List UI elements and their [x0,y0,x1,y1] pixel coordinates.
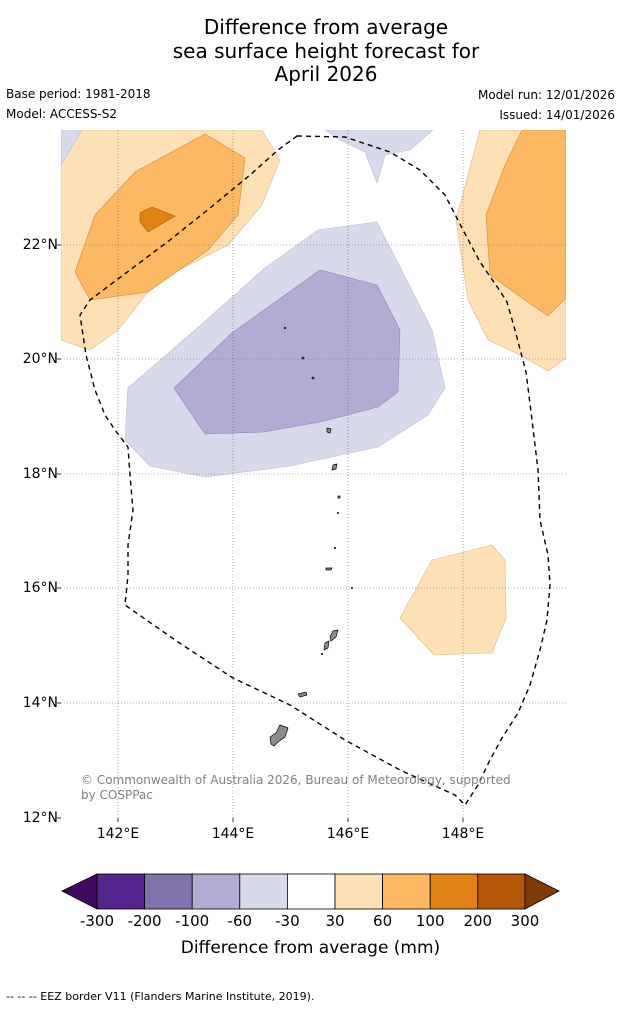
model-name: Model: ACCESS-S2 [6,107,118,121]
island-sarigan [333,546,337,550]
anomaly-neg60-neg100-central [173,269,401,435]
lon-label-142e: 142°E [96,826,140,842]
island-uracas [283,326,287,330]
colorbar-bin-4 [239,873,288,910]
lat-label-12n: 12°N [22,810,58,826]
colorbar-label-neg60: -60 [227,912,253,930]
graticule [61,130,566,818]
colorbar-label-neg200: -200 [127,912,162,930]
title-line-1: Difference from average [203,15,449,39]
islands [269,326,354,747]
lon-label-146e: 146°E [326,826,370,842]
colorbar-label-300: 300 [510,912,540,930]
island-farallon [350,586,354,590]
island-aguijan [320,652,324,656]
colorbar-bin-9 [477,873,526,910]
island-maug [311,376,315,380]
colorbar-bin-7 [382,873,431,910]
axis-ticks [57,244,464,822]
title-line-2: sea surface height forecast for [172,39,480,63]
eez-border [79,135,551,807]
anomaly-60-100-northeast [485,130,566,317]
island-rota [297,691,308,698]
colorbar-label-neg100: -100 [175,912,210,930]
island-pagan [331,463,338,471]
lat-label-16n: 16°N [22,580,58,596]
island-asuncion [301,356,305,360]
island-guam [269,724,289,747]
colorbar-bin-5 [286,873,336,910]
lat-label-14n: 14°N [22,695,58,711]
anomaly-neg30-neg60-corner [61,130,83,166]
island-anatahan [325,567,333,571]
colorbar-title: Difference from average (mm) [180,938,441,958]
map-plot-area [61,130,566,818]
island-alamagan [337,495,341,499]
colorbar-bin-2 [144,873,193,910]
colorbar-label-neg30: -30 [275,912,300,930]
lat-label-22n: 22°N [22,237,58,253]
issued-date: Issued: 14/01/2026 [499,108,615,122]
colorbar-bin-6 [334,873,383,910]
lon-label-148e: 148°E [441,826,485,842]
copyright-notice: © Commonwealth of Australia 2026, Bureau… [81,773,511,802]
colorbar-extend-high [524,873,560,910]
eez-footnote: -- -- -- EEZ border V11 (Flanders Marine… [6,990,315,1003]
anomaly-100-200-patch [139,206,176,233]
lat-label-18n: 18°N [22,466,58,482]
lon-label-144e: 144°E [211,826,255,842]
title-line-3: April 2026 [274,62,378,86]
colorbar-bin-1 [96,873,145,910]
island-saipan [329,629,339,642]
colorbar-extend-low [61,873,98,910]
colorbar-label-30: 30 [325,912,345,930]
anomaly-neg30-neg60-north [324,130,434,184]
model-run-date: Model run: 12/01/2026 [477,88,615,102]
base-period: Base period: 1981-2018 [6,87,151,101]
lat-label-20n: 20°N [22,351,58,367]
colorbar-label-neg300: -300 [79,912,115,930]
colorbar-label-60: 60 [373,912,393,930]
island-tinian [323,640,330,651]
colorbar-label-200: 200 [463,912,493,930]
island-guguan [336,511,340,515]
colorbar-bin-3 [191,873,241,910]
island-agrihan [326,427,332,434]
colorbar-bin-8 [429,873,479,910]
colorbar [61,873,560,910]
colorbar-label-100: 100 [415,912,445,930]
anomaly-30-60-southeast [399,544,507,656]
